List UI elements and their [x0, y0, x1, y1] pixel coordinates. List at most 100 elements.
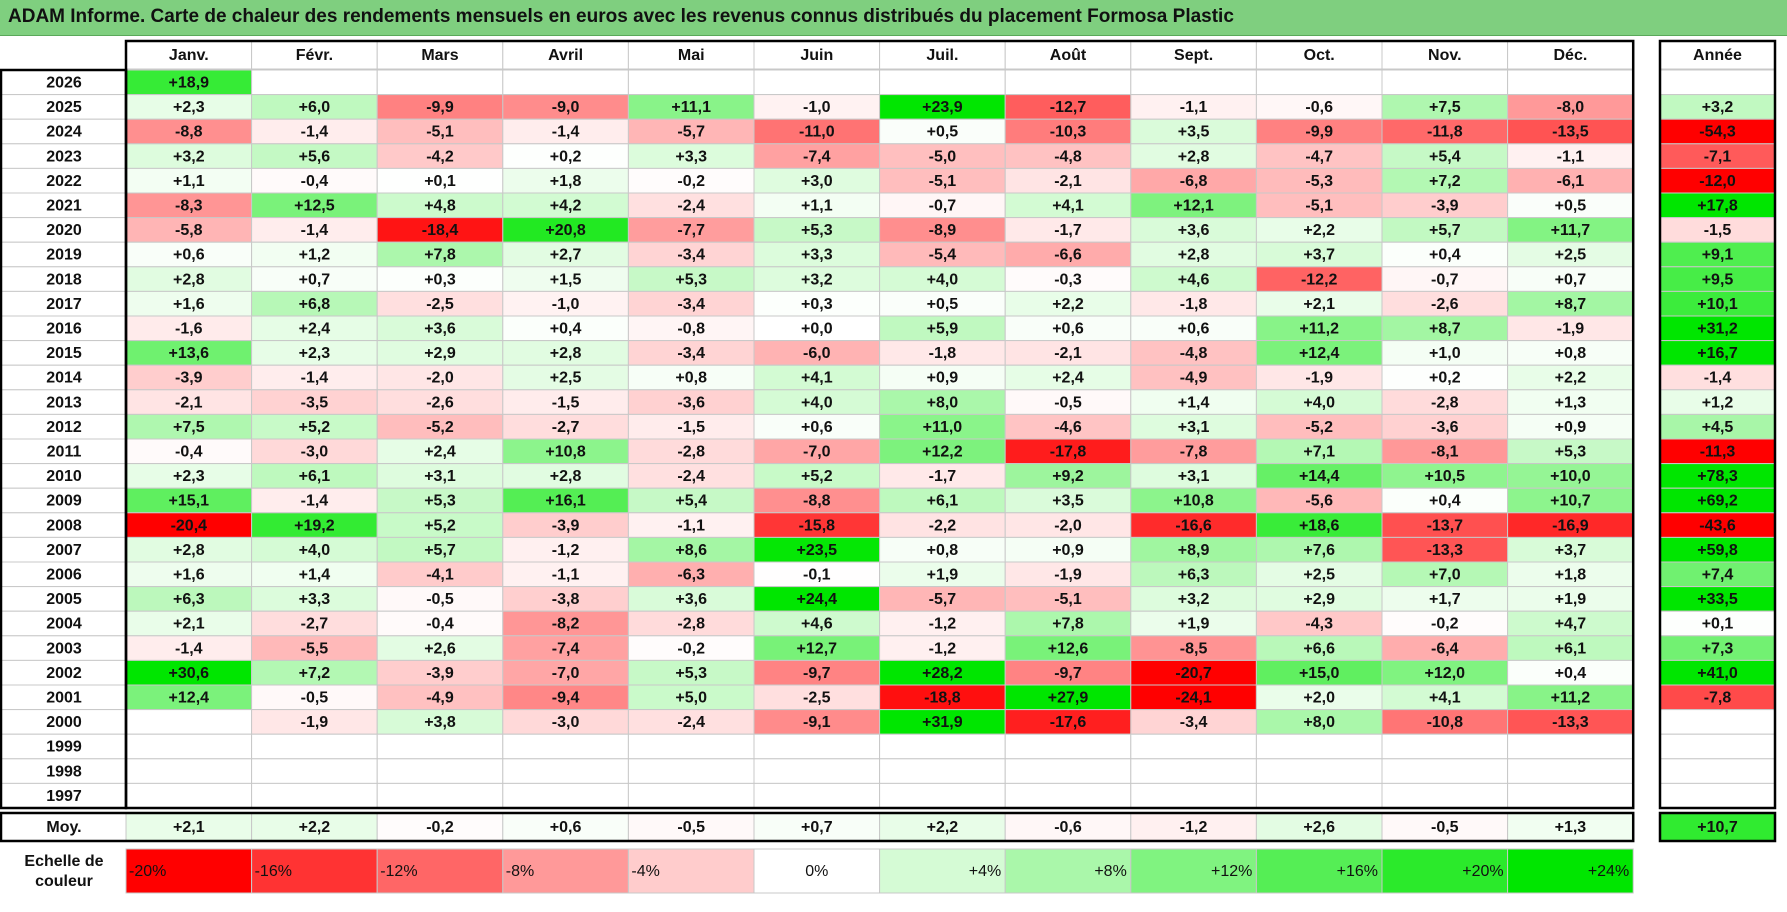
year-label-cell — [0, 118, 127, 145]
scale-step-label: +4% — [969, 863, 1001, 880]
heatmap-cell — [753, 733, 881, 760]
average-value: -0,5 — [1431, 819, 1459, 836]
heatmap-value: -5,7 — [677, 124, 705, 141]
heatmap-chart: Janv. Févr. Mars Avril Mai Juin Juil. Août Sept.… — [0, 39, 1777, 894]
heatmap-cell — [125, 340, 253, 366]
heatmap-value: +0,5 — [927, 296, 959, 313]
annual-value: +0,1 — [1702, 616, 1734, 633]
heatmap-value: -1,5 — [552, 394, 580, 411]
year-label: 1999 — [46, 739, 82, 756]
heatmap-value: -0,8 — [677, 321, 705, 338]
heatmap-value: -3,0 — [301, 444, 329, 461]
heatmap-cell — [502, 586, 629, 612]
heatmap-cell — [879, 709, 1006, 735]
month-header-cell — [125, 40, 253, 70]
heatmap-value: -0,4 — [175, 444, 203, 461]
heatmap-value: -0,4 — [301, 173, 329, 190]
heatmap-cell — [502, 561, 629, 588]
heatmap-value: -2,0 — [1054, 517, 1082, 534]
heatmap-value: -4,8 — [1180, 345, 1208, 362]
month-header-label: Janv. — [169, 47, 209, 64]
heatmap-value: -11,8 — [1427, 124, 1463, 141]
heatmap-value: +0,4 — [550, 321, 582, 338]
year-label: 2007 — [46, 542, 82, 559]
heatmap-cell — [502, 389, 629, 415]
annual-value: +41,0 — [1697, 665, 1738, 682]
annual-cell — [1659, 733, 1776, 760]
year-label: 2025 — [46, 99, 82, 116]
heatmap-cell — [879, 266, 1006, 292]
average-cell — [1255, 812, 1383, 842]
year-label: 2010 — [46, 468, 82, 485]
heatmap-value: +3,7 — [1555, 542, 1587, 559]
heatmap-value: -0,5 — [301, 690, 329, 707]
heatmap-value: +12,5 — [294, 198, 335, 215]
year-label: 2003 — [46, 640, 82, 657]
heatmap-cell — [879, 733, 1006, 760]
month-header-cell — [1004, 40, 1132, 70]
heatmap-value: -8,2 — [552, 616, 580, 633]
heatmap-cell — [1381, 586, 1509, 612]
heatmap-value: +5,2 — [424, 517, 456, 534]
month-header-label: Sept. — [1174, 47, 1213, 64]
heatmap-value: +0,2 — [550, 148, 582, 165]
heatmap-cell — [251, 684, 378, 711]
heatmap-value: +6,1 — [1555, 640, 1587, 657]
heatmap-value: +7,6 — [1303, 542, 1335, 559]
year-label: 2006 — [46, 567, 82, 584]
heatmap-value: +2,8 — [550, 345, 582, 362]
heatmap-cell — [627, 512, 755, 538]
heatmap-value: -3,9 — [1431, 198, 1459, 215]
heatmap-value: +4,1 — [1052, 198, 1084, 215]
heatmap-cell — [1381, 733, 1509, 760]
annual-value: +33,5 — [1697, 591, 1738, 608]
month-header-label: Oct. — [1304, 47, 1335, 64]
heatmap-value: +2,5 — [1555, 247, 1587, 264]
heatmap-value: +2,1 — [1303, 296, 1335, 313]
month-header-cell — [1255, 40, 1383, 70]
heatmap-value: -6,8 — [1180, 173, 1208, 190]
heatmap-value: +0,4 — [1555, 665, 1587, 682]
scale-swatch — [376, 848, 504, 894]
heatmap-value: +12,4 — [169, 690, 210, 707]
average-value: -0,2 — [426, 819, 454, 836]
heatmap-value: +1,0 — [1429, 345, 1461, 362]
heatmap-value: -4,2 — [426, 148, 454, 165]
heatmap-cell — [376, 290, 504, 317]
heatmap-value: -8,0 — [1557, 99, 1585, 116]
heatmap-value: -0,3 — [1054, 271, 1082, 288]
heatmap-value: -7,4 — [803, 148, 831, 165]
heatmap-value: -12,2 — [1301, 271, 1338, 288]
heatmap-value: -2,5 — [426, 296, 454, 313]
heatmap-value: +5,6 — [299, 148, 331, 165]
heatmap-cell — [753, 315, 881, 342]
heatmap-value: +0,8 — [1555, 345, 1587, 362]
heatmap-value: -5,2 — [1305, 419, 1333, 436]
heatmap-value: +8,0 — [1303, 714, 1335, 731]
heatmap-cell — [1507, 217, 1634, 243]
heatmap-cell — [879, 143, 1006, 169]
month-header-label: Mai — [678, 47, 705, 64]
average-value: +0,6 — [550, 819, 582, 836]
month-header-cell — [251, 40, 378, 70]
heatmap-value: -5,2 — [426, 419, 454, 436]
month-header-label: Juin — [800, 47, 833, 64]
scale-step-label: +20% — [1462, 863, 1503, 880]
heatmap-cell — [753, 684, 881, 711]
heatmap-cell — [376, 463, 504, 489]
heatmap-value: +1,9 — [1555, 591, 1587, 608]
heatmap-cell — [1255, 290, 1383, 317]
heatmap-cell — [1255, 782, 1383, 809]
annual-cell — [1659, 684, 1776, 711]
heatmap-cell — [1381, 266, 1509, 292]
heatmap-cell — [125, 94, 253, 120]
heatmap-cell — [251, 217, 378, 243]
scale-step-label: -20% — [129, 863, 166, 880]
heatmap-value: +5,7 — [1429, 222, 1461, 239]
heatmap-cell — [251, 69, 378, 96]
heatmap-value: +0,4 — [1429, 493, 1461, 510]
heatmap-value: -9,1 — [803, 714, 831, 731]
heatmap-value: +30,6 — [169, 665, 210, 682]
heatmap-value: -2,4 — [677, 468, 705, 485]
heatmap-value: +6,3 — [1178, 567, 1210, 584]
